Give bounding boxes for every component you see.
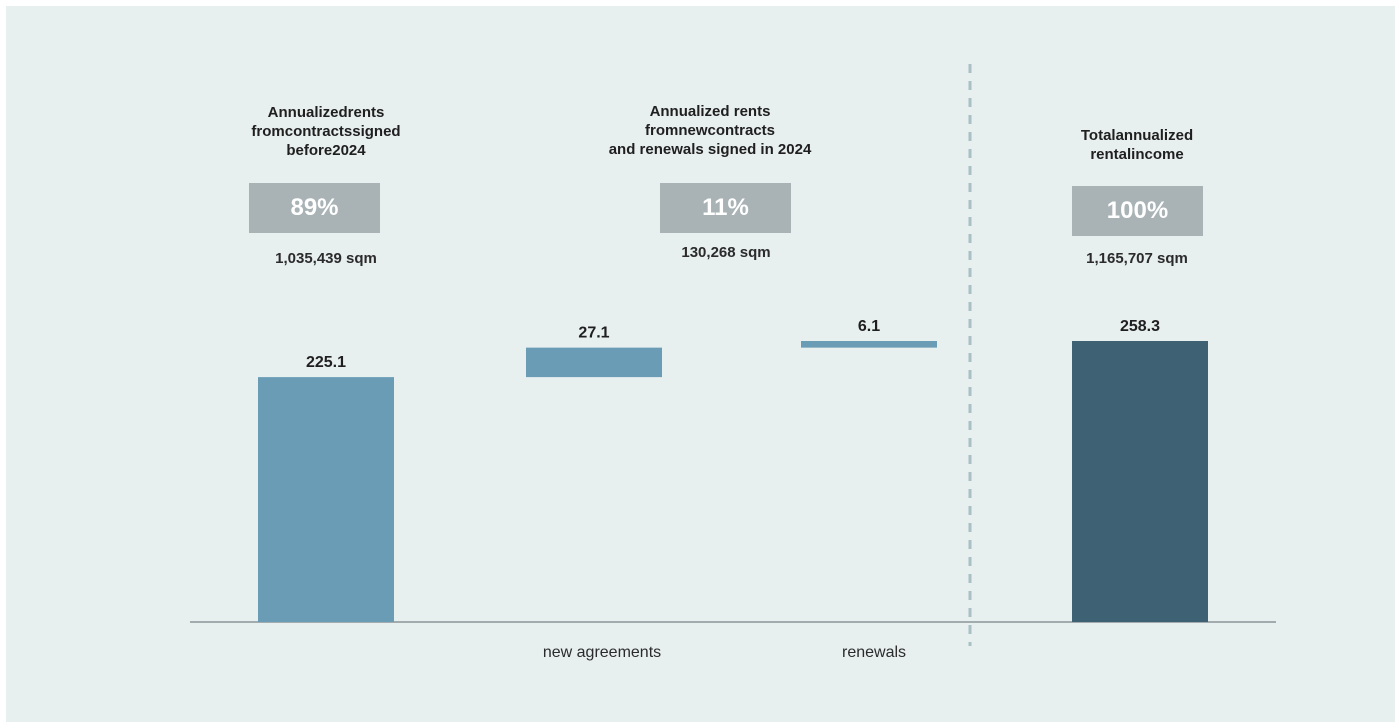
category-label: new agreements: [543, 644, 661, 661]
heading-line: fromcontractssigned: [251, 123, 401, 140]
bar: [258, 377, 394, 622]
area-2024: 130,268 sqm: [681, 244, 771, 261]
data-label: 27.1: [578, 325, 609, 342]
heading-before-2024: Annualizedrents fromcontractssigned befo…: [226, 103, 426, 160]
percent-badge-total: 100%: [1072, 186, 1203, 236]
heading-signed-2024: Annualized rents fromnewcontracts and re…: [560, 102, 860, 159]
percent-badge-2024: 11%: [660, 183, 791, 233]
bar: [1072, 341, 1208, 622]
bar: [526, 347, 662, 378]
heading-line: before2024: [286, 142, 366, 159]
data-label: 258.3: [1120, 318, 1160, 335]
percent-badge-before-2024: 89%: [249, 183, 380, 233]
heading-total: Totalannualized rentalincome: [1037, 126, 1237, 164]
heading-line: fromnewcontracts: [644, 122, 776, 139]
area-before-2024: 1,035,439 sqm: [275, 250, 377, 267]
data-label: 6.1: [858, 318, 880, 335]
heading-line: rentalincome: [1090, 146, 1184, 163]
chart-panel: 225.1 27.1 new agreements 6.1 renewals 258.3 …: [6, 6, 1395, 722]
heading-line: Totalannualized: [1080, 127, 1194, 144]
bar: [801, 341, 937, 348]
heading-line: Annualizedrents: [267, 104, 385, 121]
area-total: 1,165,707 sqm: [1086, 250, 1188, 267]
category-label: renewals: [842, 644, 906, 661]
data-label: 225.1: [306, 354, 346, 371]
heading-line: Annualized rents: [649, 103, 771, 120]
heading-line: and renewals signed in 2024: [608, 141, 812, 158]
waterfall-chart: 225.1 27.1 new agreements 6.1 renewals 258.3: [190, 64, 1276, 661]
bar-series: 225.1 27.1 new agreements 6.1 renewals 258.3: [258, 318, 1208, 661]
